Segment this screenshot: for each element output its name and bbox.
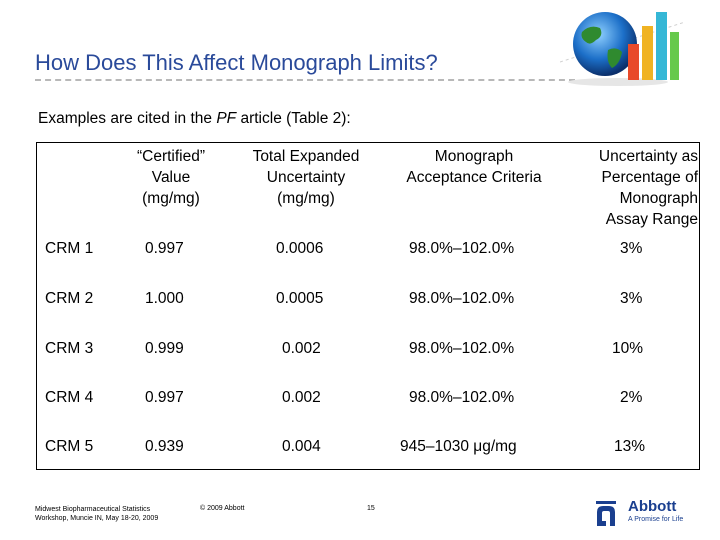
acceptance-criteria-cell: 98.0%–102.0%: [409, 240, 515, 257]
header-line: Assay Range: [605, 211, 698, 228]
globe-chart-icon: [560, 12, 685, 86]
acceptance-criteria-cell: 945–1030 μg/mg: [400, 438, 517, 455]
footer-copyright: © 2009 Abbott: [200, 505, 245, 512]
header-monograph-acceptance: Monograph Acceptance Criteria: [384, 146, 564, 188]
uncertainty-cell: 0.0006: [276, 240, 324, 257]
percentage-cell: 10%: [612, 340, 644, 357]
slide-title: How Does This Affect Monograph Limits?: [35, 50, 438, 75]
row-label: CRM 2: [45, 290, 94, 307]
table-frame: [36, 142, 700, 470]
row-label: CRM 3: [45, 340, 94, 357]
certified-value-cell: 0.939: [145, 438, 184, 455]
uncertainty-cell: 0.004: [282, 438, 321, 455]
uncertainty-cell: 0.002: [282, 340, 321, 357]
intro-text: Examples are cited in the PF article (Ta…: [38, 110, 351, 128]
page-number: 15: [367, 505, 375, 512]
row-label: CRM 4: [45, 389, 94, 406]
acceptance-criteria-cell: 98.0%–102.0%: [409, 290, 515, 307]
header-line: Acceptance Criteria: [406, 169, 542, 186]
header-certified-value: “Certified” Value (mg/mg): [112, 146, 230, 209]
uncertainty-cell: 0.002: [282, 389, 321, 406]
certified-value-cell: 0.997: [145, 240, 184, 257]
acceptance-criteria-cell: 98.0%–102.0%: [409, 389, 515, 406]
certified-value-cell: 1.000: [145, 290, 184, 307]
header-line: Percentage of: [601, 169, 698, 186]
intro-text-start: Examples are cited in the: [38, 110, 217, 127]
certified-value-cell: 0.997: [145, 389, 184, 406]
intro-text-end: article (Table 2):: [236, 110, 351, 127]
header-line: Monograph: [619, 190, 698, 207]
row-label: CRM 1: [45, 240, 94, 257]
footer-event-line: Midwest Biopharmaceutical Statistics: [35, 506, 151, 513]
header-line: (mg/mg): [142, 190, 200, 207]
footer-event-line: Workshop, Muncie IN, May 18-20, 2009: [35, 515, 159, 522]
abbott-logo-icon: [596, 501, 616, 526]
header-line: Monograph: [434, 148, 514, 165]
acceptance-criteria-cell: 98.0%–102.0%: [409, 340, 515, 357]
row-label: CRM 5: [45, 438, 94, 455]
header-line: Uncertainty: [266, 169, 346, 186]
title-divider: [35, 79, 575, 81]
percentage-cell: 3%: [620, 240, 643, 257]
footer-event: Midwest Biopharmaceutical Statistics Wor…: [35, 505, 158, 523]
header-total-expanded-uncertainty: Total Expanded Uncertainty (mg/mg): [228, 146, 384, 209]
header-line: “Certified”: [136, 148, 206, 165]
percentage-cell: 13%: [614, 438, 646, 455]
header-line: (mg/mg): [277, 190, 335, 207]
percentage-cell: 3%: [620, 290, 643, 307]
header-uncertainty-percentage: Uncertainty as Percentage of Monograph A…: [560, 146, 698, 230]
uncertainty-cell: 0.0005: [276, 290, 324, 307]
certified-value-cell: 0.999: [145, 340, 184, 357]
brand-name: Abbott: [628, 498, 677, 515]
header-line: Total Expanded: [252, 148, 360, 165]
percentage-cell: 2%: [620, 389, 643, 406]
header-line: Value: [151, 169, 191, 186]
header-line: Uncertainty as: [598, 148, 698, 165]
intro-text-emphasis: PF: [216, 110, 237, 127]
brand-tagline: A Promise for Life: [628, 516, 684, 523]
